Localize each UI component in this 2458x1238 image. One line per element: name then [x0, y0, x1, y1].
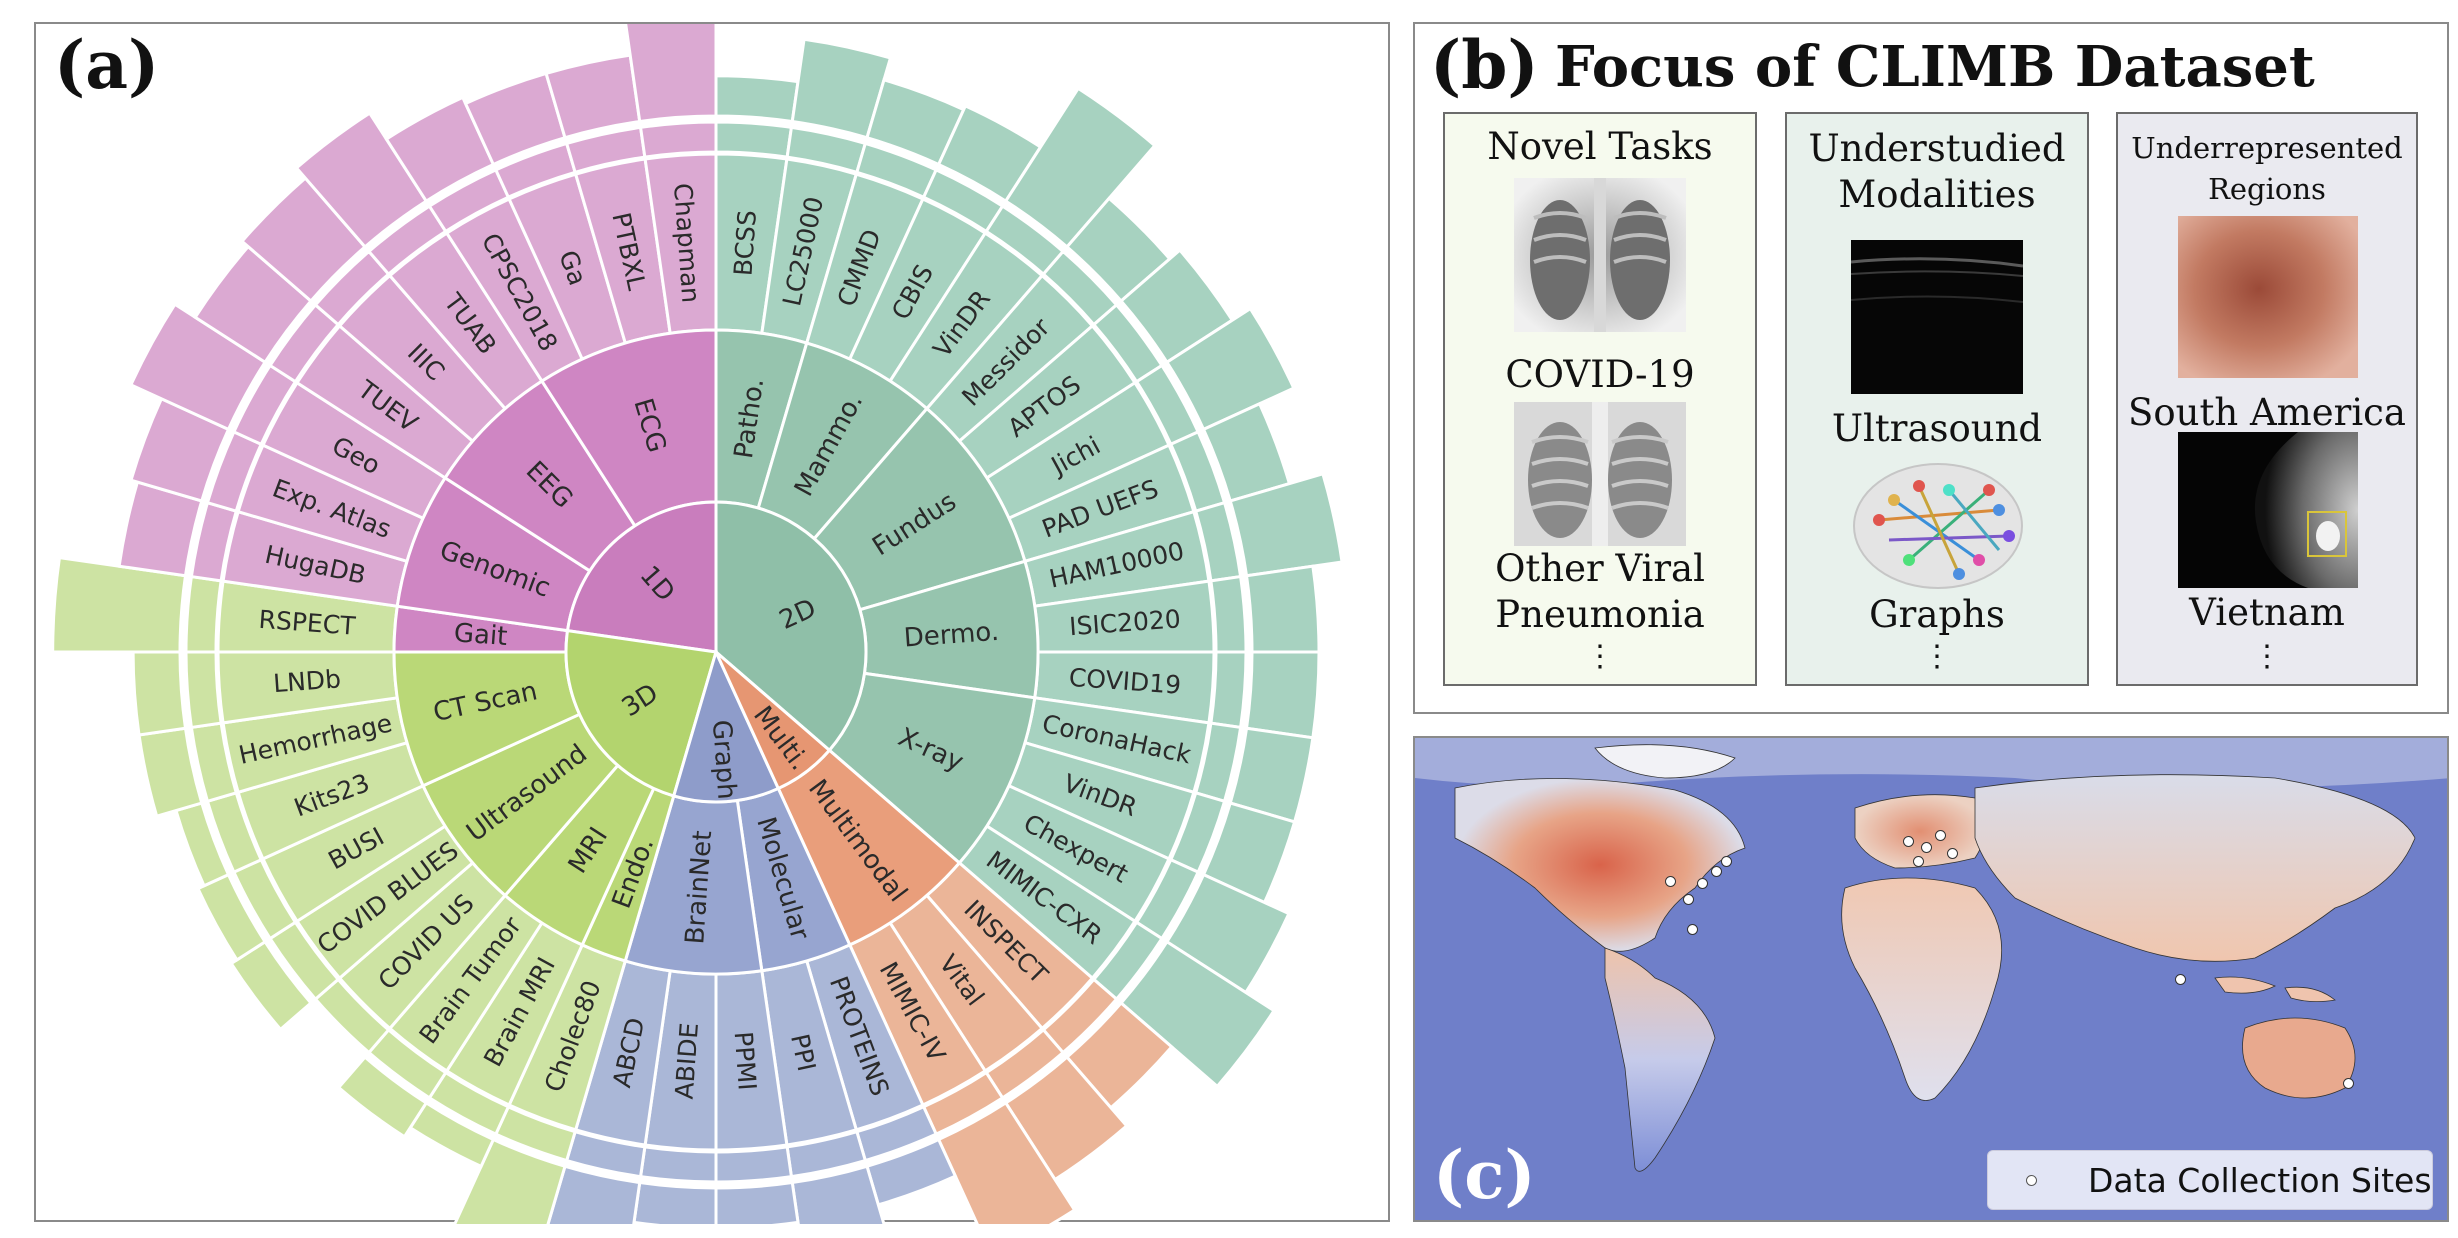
ellipsis: ⋮ [2252, 639, 2282, 674]
center-segment [671, 647, 781, 804]
dataset-band [714, 1145, 794, 1184]
dataset-band [184, 650, 223, 730]
dataset-band [184, 574, 223, 654]
mammogram-image [2178, 432, 2358, 588]
site-marker [1687, 924, 1698, 935]
count-bar [714, 1180, 800, 1224]
count-bar [632, 1180, 718, 1224]
dataset-label: LNDb [272, 664, 342, 698]
site-marker [1921, 842, 1932, 853]
card-item: Vietnam [2189, 591, 2345, 634]
count-bar [624, 24, 718, 124]
count-bar [1244, 564, 1321, 654]
center-segment [714, 650, 832, 791]
map-legend: Data Collection Sites [1987, 1150, 2433, 1210]
site-marker [1721, 856, 1732, 867]
count-bar [336, 1054, 429, 1139]
card-item: Ultrasound [1831, 407, 2043, 450]
dataset-band [1209, 574, 1248, 654]
site-marker [2343, 1078, 2354, 1089]
ultrasound-image [1851, 240, 2023, 394]
dataset-band [714, 120, 794, 159]
panel-b-label: (b) [1430, 26, 1539, 104]
dataset-band [1209, 650, 1248, 730]
panel-c-label: (c) [1433, 1136, 1536, 1214]
panel-b-focus: (b) Focus of CLIMB Dataset Novel Tasks C… [1413, 22, 2449, 714]
panel-c-world-map: (c) Data Collection Sites [1413, 736, 2449, 1222]
card-heading: Understudied Modalities [1808, 127, 2066, 217]
dataset-label: BCSS [728, 209, 762, 277]
site-marker [2175, 974, 2186, 985]
world-map [1415, 738, 2447, 1172]
card-item: Other Viral Pneumonia [1495, 547, 1705, 637]
center-segment [564, 628, 718, 798]
modality-label: Dermo. [903, 617, 1000, 654]
sunburst-chart: BCSS LC25000 CMMD CBISVinDRMessidorAPTOSJic… [51, 24, 1344, 1224]
dataset-band [638, 1145, 718, 1184]
dataset-label: ABIDE [670, 1022, 704, 1101]
panel-a-label: (a) [54, 26, 160, 104]
card-heading: Novel Tasks [1487, 125, 1713, 168]
card-understudied-modalities: Understudied Modalities Ultrasound [1785, 112, 2089, 686]
modality-label: Gait [453, 618, 509, 652]
site-marker [1711, 866, 1722, 877]
count-bar [131, 650, 188, 737]
count-bar [544, 53, 642, 140]
site-marker [1935, 830, 1946, 841]
count-bar [714, 74, 800, 124]
dataset-label: PPMI [729, 1030, 762, 1091]
center-segment [714, 500, 868, 753]
site-marker [1913, 856, 1924, 867]
legend-label: Data Collection Sites [2088, 1161, 2432, 1200]
skin-lesion-image [2178, 216, 2358, 378]
card-item: Graphs [1869, 593, 2005, 636]
chest-xray-image-1 [1514, 178, 1686, 332]
count-bar [453, 1137, 567, 1224]
dataset-band [638, 120, 718, 159]
site-marker [1903, 836, 1914, 847]
count-bar [1003, 86, 1157, 250]
card-underrepresented-regions: Underrepresented Regions South America V… [2116, 112, 2418, 686]
site-marker [1947, 848, 1958, 859]
ellipsis: ⋮ [1922, 639, 1952, 674]
card-novel-tasks: Novel Tasks COVID-19 Other Viral Pneumon… [1443, 112, 1757, 686]
center-label: Graph [706, 719, 742, 801]
legend-marker-icon [2026, 1175, 2037, 1186]
dataset-label: RSPECT [258, 605, 357, 641]
card-heading: Underrepresented Regions [2131, 131, 2403, 206]
ellipsis: ⋮ [1585, 639, 1615, 674]
count-bar [1244, 650, 1321, 740]
chest-xray-image-2 [1514, 402, 1686, 546]
focus-title: Focus of CLIMB Dataset [1555, 34, 2315, 100]
count-bar [936, 1100, 1077, 1224]
brain-graph-image [1853, 463, 2023, 589]
panel-a-sunburst: BCSS LC25000 CMMD CBIS VinDR Messidor APTOS Jic… [34, 22, 1390, 1224]
site-marker [1697, 878, 1708, 889]
center-segment [565, 500, 718, 654]
site-marker [1683, 894, 1694, 905]
card-item: South America [2128, 391, 2406, 434]
site-marker [1665, 876, 1676, 887]
card-item: COVID-19 [1505, 353, 1695, 396]
